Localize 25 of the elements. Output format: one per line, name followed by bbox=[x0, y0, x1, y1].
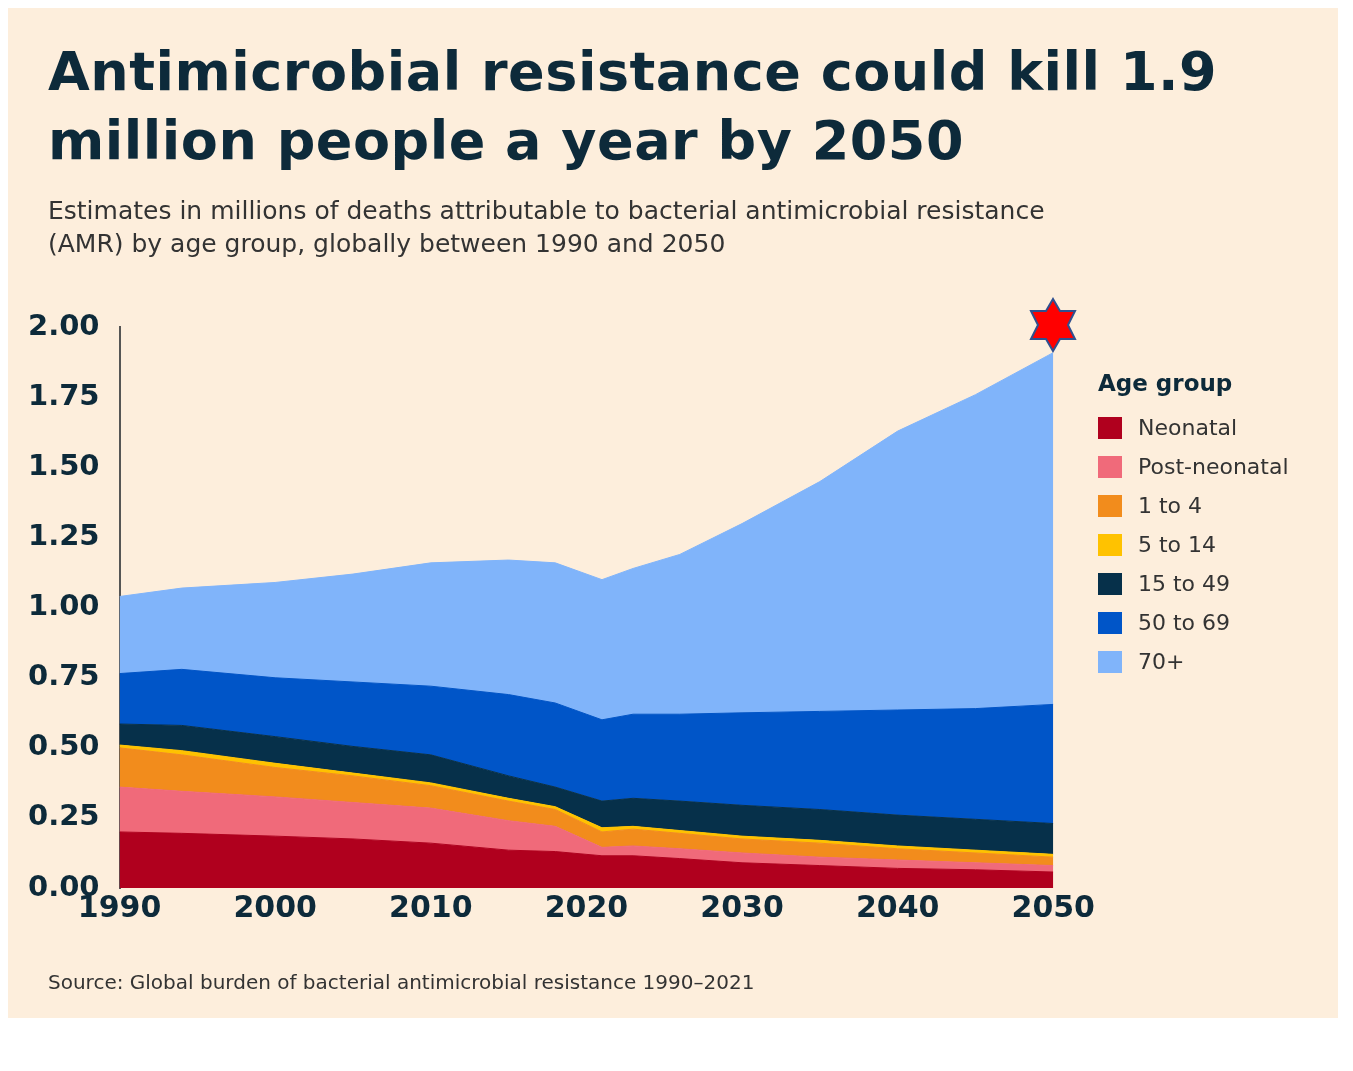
y-tick-label: 1.00 bbox=[27, 588, 100, 623]
y-tick-label: 0.50 bbox=[27, 728, 100, 763]
x-tick-label: 2030 bbox=[700, 888, 784, 924]
legend-label: 5 to 14 bbox=[1138, 532, 1217, 558]
legend-label: 1 to 4 bbox=[1138, 493, 1203, 519]
legend-label: 70+ bbox=[1138, 649, 1185, 675]
source-note: Source: Global burden of bacterial antimicrobial resistance 1990–2021 bbox=[47, 969, 756, 995]
y-tick-label: 1.25 bbox=[27, 518, 100, 553]
x-tick-label: 2000 bbox=[233, 888, 317, 924]
legend-label: 50 to 69 bbox=[1138, 610, 1231, 636]
chart-subtitle: Estimates in millions of deaths attributable to bacterial antimicrobial resistance (AMR) by age group, globally between 1990 and 2050 bbox=[47, 195, 1046, 260]
y-tick-label: 0.75 bbox=[27, 658, 100, 693]
x-tick-label: 2040 bbox=[855, 888, 940, 924]
legend-title: Age group bbox=[1098, 370, 1234, 397]
y-tick-label: 0.25 bbox=[27, 798, 100, 833]
x-tick-label: 2050 bbox=[1011, 888, 1095, 924]
y-tick-label: 2.00 bbox=[27, 308, 100, 343]
legend-label: Post-neonatal bbox=[1138, 454, 1289, 480]
y-tick-label: 1.50 bbox=[27, 448, 100, 483]
y-tick-label: 1.75 bbox=[27, 378, 100, 413]
legend-label: Neonatal bbox=[1138, 415, 1238, 441]
legend-label: 15 to 49 bbox=[1138, 571, 1231, 597]
chart-title: Antimicrobial resistance could kill 1.9 million people a year by 2050 bbox=[47, 39, 1219, 174]
x-tick-label: 2010 bbox=[389, 888, 473, 924]
x-tick-label: 2020 bbox=[544, 888, 629, 924]
